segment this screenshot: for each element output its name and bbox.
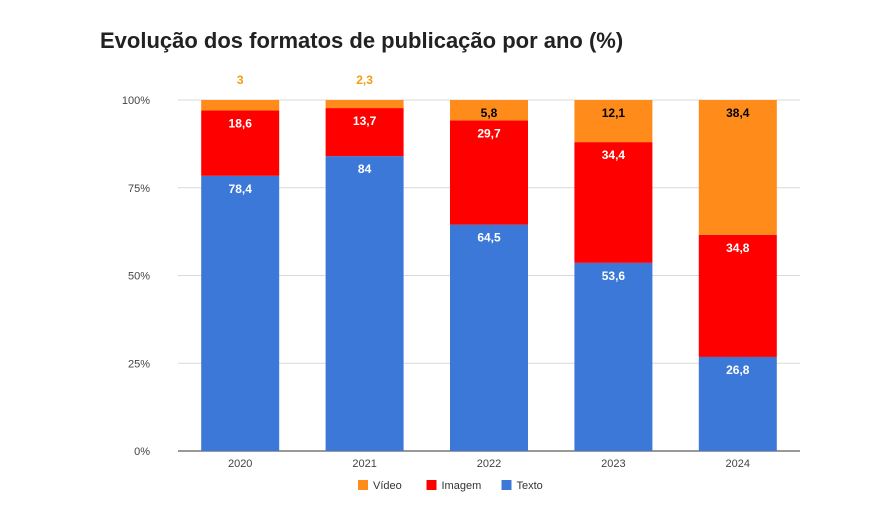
- chart-title: Evolução dos formatos de publicação por …: [100, 28, 624, 53]
- data-label: 26,8: [726, 363, 750, 377]
- x-tick-label: 2021: [352, 458, 376, 470]
- y-tick-label: 75%: [128, 183, 150, 195]
- data-label: 53,6: [602, 269, 626, 283]
- legend-swatch: [358, 480, 368, 490]
- data-label: 2,3: [356, 73, 373, 87]
- legend-label: Vídeo: [373, 480, 402, 492]
- data-label: 3: [237, 73, 244, 87]
- bar-texto-2022: [450, 224, 528, 451]
- x-tick-label: 2022: [477, 458, 501, 470]
- bar-texto-2020: [201, 175, 280, 452]
- legend-swatch: [501, 480, 512, 490]
- y-tick-label: 100%: [122, 95, 150, 107]
- y-tick-label: 25%: [128, 358, 150, 370]
- bar-texto-2021: [325, 156, 404, 451]
- bar-texto-2024: [698, 356, 777, 451]
- data-label: 34,4: [602, 148, 626, 162]
- legend-swatch: [426, 480, 437, 490]
- data-label: 18,6: [229, 117, 253, 131]
- bar-imagem-2023: [574, 142, 653, 263]
- bar-vdeo-2024: [698, 100, 777, 235]
- x-tick-label: 2024: [726, 458, 750, 470]
- bar-imagem-2022: [450, 120, 528, 225]
- bar-vdeo-2021: [325, 100, 404, 109]
- data-label: 78,4: [229, 182, 253, 196]
- x-tick-label: 2020: [228, 458, 252, 470]
- data-label: 34,8: [726, 241, 750, 255]
- data-label: 64,5: [477, 231, 501, 245]
- legend-label: Texto: [517, 480, 543, 492]
- data-label: 29,7: [477, 126, 501, 140]
- data-label: 84: [358, 162, 372, 176]
- bar-texto-2023: [574, 262, 653, 451]
- data-label: 38,4: [726, 106, 750, 120]
- bar-vdeo-2020: [201, 100, 280, 111]
- data-label: 5,8: [481, 106, 498, 120]
- y-tick-label: 50%: [128, 271, 150, 283]
- bar-imagem-2020: [201, 110, 280, 176]
- bar-vdeo-2023: [574, 100, 653, 143]
- y-tick-label: 0%: [134, 446, 150, 458]
- data-label: 12,1: [602, 106, 626, 120]
- bar-imagem-2021: [325, 108, 404, 157]
- legend-label: Imagem: [442, 480, 482, 492]
- bar-imagem-2024: [698, 234, 777, 357]
- data-label: 13,7: [353, 114, 377, 128]
- x-tick-label: 2023: [601, 458, 625, 470]
- bar-vdeo-2022: [450, 100, 528, 121]
